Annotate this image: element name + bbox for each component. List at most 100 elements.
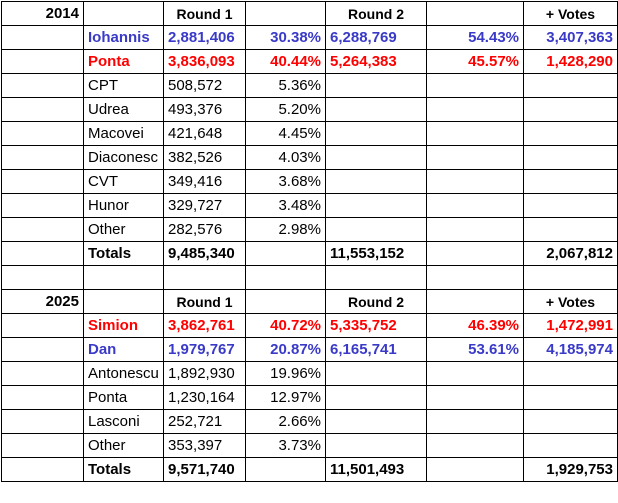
round2-percent bbox=[426, 409, 524, 434]
empty-cell bbox=[83, 289, 164, 314]
vote-gain: 3,407,363 bbox=[523, 25, 618, 50]
vote-gain bbox=[523, 169, 618, 194]
candidate-row: CVT 349,416 3.68% bbox=[1, 169, 618, 194]
round2-votes bbox=[325, 169, 427, 194]
candidate-name: Hunor bbox=[83, 193, 164, 218]
round2-percent: 53.61% bbox=[426, 337, 524, 362]
spreadsheet: 2014 Round 1 Round 2 + Votes Iohannis 2,881,4… bbox=[1, 1, 618, 482]
totals-row: Totals 9,571,740 11,501,493 1,929,753 bbox=[1, 457, 618, 482]
round1-percent: 20.87% bbox=[245, 337, 326, 362]
candidate-name: Lasconi bbox=[83, 409, 164, 434]
round2-votes: 6,288,769 bbox=[325, 25, 427, 50]
round2-percent bbox=[426, 433, 524, 458]
candidate-row: Antonescu 1,892,930 19.96% bbox=[1, 361, 618, 386]
empty-cell bbox=[245, 289, 326, 314]
empty-cell bbox=[245, 1, 326, 26]
round1-percent: 40.44% bbox=[245, 49, 326, 74]
empty-cell bbox=[1, 145, 84, 170]
vote-gain bbox=[523, 217, 618, 242]
candidate-name: Ponta bbox=[83, 385, 164, 410]
empty-cell bbox=[426, 1, 524, 26]
year: 2025 bbox=[1, 289, 84, 314]
round1-votes: 282,576 bbox=[163, 217, 246, 242]
round2-percent bbox=[426, 169, 524, 194]
candidate-name: Ponta bbox=[83, 49, 164, 74]
empty-cell bbox=[1, 169, 84, 194]
candidate-name: Simion bbox=[83, 313, 164, 338]
empty-cell bbox=[1, 121, 84, 146]
column-header: + Votes bbox=[523, 1, 618, 26]
header-row: 2014 Round 1 Round 2 + Votes bbox=[1, 1, 618, 26]
round2-votes: 5,335,752 bbox=[325, 313, 427, 338]
empty-cell bbox=[1, 337, 84, 362]
candidate-row: Hunor 329,727 3.48% bbox=[1, 193, 618, 218]
candidate-row: Diaconesc 382,526 4.03% bbox=[1, 145, 618, 170]
round2-percent: 54.43% bbox=[426, 25, 524, 50]
empty-cell bbox=[1, 265, 84, 290]
round2-percent bbox=[426, 361, 524, 386]
empty-cell bbox=[1, 97, 84, 122]
candidate-name: CPT bbox=[83, 73, 164, 98]
round1-votes: 3,836,093 bbox=[163, 49, 246, 74]
candidate-name: Iohannis bbox=[83, 25, 164, 50]
round2-votes: 5,264,383 bbox=[325, 49, 427, 74]
round2-percent bbox=[426, 145, 524, 170]
round2-votes bbox=[325, 433, 427, 458]
candidate-name: Macovei bbox=[83, 121, 164, 146]
empty-cell bbox=[1, 313, 84, 338]
empty-cell bbox=[426, 241, 524, 266]
empty-cell bbox=[1, 217, 84, 242]
candidate-row: Macovei 421,648 4.45% bbox=[1, 121, 618, 146]
empty-cell bbox=[1, 241, 84, 266]
votes-total: 2,067,812 bbox=[523, 241, 618, 266]
round2-votes bbox=[325, 193, 427, 218]
round1-votes: 1,230,164 bbox=[163, 385, 246, 410]
round2-percent bbox=[426, 121, 524, 146]
round1-percent: 4.45% bbox=[245, 121, 326, 146]
round1-percent: 5.36% bbox=[245, 73, 326, 98]
round1-votes: 252,721 bbox=[163, 409, 246, 434]
candidate-name: Other bbox=[83, 433, 164, 458]
header-row: 2025 Round 1 Round 2 + Votes bbox=[1, 289, 618, 314]
votes-total: 1,929,753 bbox=[523, 457, 618, 482]
round1-percent: 2.98% bbox=[245, 217, 326, 242]
candidate-name: Dan bbox=[83, 337, 164, 362]
round1-total: 9,485,340 bbox=[163, 241, 246, 266]
round2-percent: 46.39% bbox=[426, 313, 524, 338]
year: 2014 bbox=[1, 1, 84, 26]
empty-cell bbox=[163, 265, 246, 290]
column-header: Round 1 bbox=[163, 289, 246, 314]
empty-cell bbox=[426, 289, 524, 314]
vote-gain bbox=[523, 73, 618, 98]
candidate-row: CPT 508,572 5.36% bbox=[1, 73, 618, 98]
empty-cell bbox=[1, 457, 84, 482]
round1-percent: 4.03% bbox=[245, 145, 326, 170]
candidate-name: Udrea bbox=[83, 97, 164, 122]
round2-votes bbox=[325, 409, 427, 434]
vote-gain bbox=[523, 385, 618, 410]
totals-label: Totals bbox=[83, 457, 164, 482]
empty-cell bbox=[523, 265, 618, 290]
vote-gain bbox=[523, 97, 618, 122]
totals-label: Totals bbox=[83, 241, 164, 266]
empty-cell bbox=[1, 49, 84, 74]
round1-percent: 3.48% bbox=[245, 193, 326, 218]
round1-votes: 353,397 bbox=[163, 433, 246, 458]
vote-gain: 4,185,974 bbox=[523, 337, 618, 362]
candidate-name: Other bbox=[83, 217, 164, 242]
candidate-row: Other 353,397 3.73% bbox=[1, 433, 618, 458]
spacer-row bbox=[1, 265, 618, 290]
vote-gain: 1,428,290 bbox=[523, 49, 618, 74]
empty-cell bbox=[245, 241, 326, 266]
vote-gain bbox=[523, 433, 618, 458]
round1-votes: 382,526 bbox=[163, 145, 246, 170]
round1-votes: 349,416 bbox=[163, 169, 246, 194]
round1-votes: 2,881,406 bbox=[163, 25, 246, 50]
round2-votes bbox=[325, 385, 427, 410]
empty-cell bbox=[426, 457, 524, 482]
round1-votes: 329,727 bbox=[163, 193, 246, 218]
candidate-row: Lasconi 252,721 2.66% bbox=[1, 409, 618, 434]
round2-votes: 6,165,741 bbox=[325, 337, 427, 362]
empty-cell bbox=[245, 457, 326, 482]
empty-cell bbox=[1, 193, 84, 218]
